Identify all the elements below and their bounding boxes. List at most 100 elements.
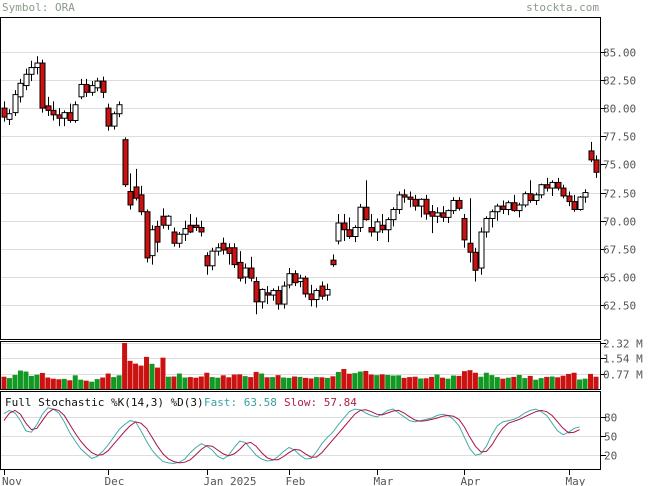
volume-bar — [450, 375, 456, 389]
candle-body — [313, 290, 320, 301]
candle — [264, 286, 271, 305]
volume-bar — [193, 377, 199, 389]
candle-body — [215, 247, 222, 252]
volume-bar — [94, 379, 100, 389]
volume-bar — [248, 377, 254, 389]
date-label: Apr — [461, 475, 481, 486]
candle — [17, 78, 24, 103]
candle — [313, 288, 320, 308]
candle-body — [237, 261, 244, 279]
candle-body — [511, 202, 518, 212]
candle — [472, 247, 479, 282]
candle-body — [483, 217, 490, 233]
volume-bar — [374, 375, 380, 389]
stochastic-fast-value: Fast: 63.58 — [204, 396, 277, 409]
candle — [467, 198, 474, 263]
candle-body — [330, 259, 337, 266]
volume-bar — [39, 372, 45, 389]
candle-body — [105, 107, 112, 127]
candle — [94, 77, 101, 92]
slow-number: 57.84 — [323, 396, 357, 409]
candle-body — [100, 80, 107, 93]
candle — [478, 227, 485, 275]
stochastic-tick-label: 80 — [604, 412, 617, 425]
candle-body — [588, 150, 595, 161]
volume-bar — [418, 378, 424, 389]
candle-body — [566, 195, 573, 203]
volume-bar — [28, 375, 34, 389]
volume-bar — [182, 377, 188, 389]
volume-bar — [209, 377, 215, 389]
candle-body — [89, 85, 96, 93]
candle-body — [450, 199, 457, 212]
volume-bar — [324, 377, 330, 389]
volume-bar — [313, 377, 319, 389]
candle-body — [248, 267, 255, 279]
candle — [39, 59, 46, 113]
candle — [538, 183, 545, 199]
candle — [445, 209, 452, 223]
volume-bar — [494, 377, 500, 389]
symbol-value: ORA — [54, 1, 75, 14]
volume-bar — [538, 378, 544, 389]
volume-bar — [500, 378, 506, 389]
volume-bar — [555, 377, 561, 389]
candle-body — [549, 181, 556, 189]
volume-bar — [390, 375, 396, 389]
candle-body — [67, 112, 74, 121]
candle — [105, 103, 112, 131]
candle-body — [45, 105, 52, 111]
candle-body — [363, 206, 370, 221]
candle-body — [385, 219, 392, 231]
volume-bar — [319, 377, 325, 389]
candle-body — [127, 190, 134, 206]
candle-body — [286, 273, 293, 286]
volume-bar — [456, 375, 462, 389]
candle-body — [302, 277, 309, 295]
candle — [50, 101, 57, 121]
candle-body — [12, 94, 19, 114]
candle — [165, 215, 172, 230]
candle — [23, 68, 30, 91]
volume-bar — [215, 377, 221, 389]
candle — [522, 191, 529, 208]
candle-body — [396, 194, 403, 210]
candle-body — [335, 222, 342, 242]
candle-body — [1, 107, 8, 118]
candle — [83, 78, 90, 97]
candle — [176, 232, 183, 248]
candle-body — [193, 224, 200, 228]
candle-body — [357, 206, 364, 228]
candle-body — [187, 224, 194, 233]
volume-bar — [242, 376, 248, 389]
candle — [368, 213, 375, 237]
volume-bar — [264, 377, 270, 389]
volume-bar — [593, 376, 599, 389]
candle-body — [401, 194, 408, 198]
candle-body — [538, 184, 545, 196]
site-name[interactable]: stockta.com — [526, 1, 599, 14]
candle-body — [379, 224, 386, 231]
price-tick-label: 82.50 — [603, 75, 636, 88]
stochastic-panel — [0, 391, 601, 470]
fast-number: 63.58 — [243, 396, 277, 409]
candle — [154, 220, 161, 253]
candle-body — [368, 226, 375, 233]
candle-body — [500, 205, 507, 210]
candle-body — [533, 194, 540, 201]
candle-body — [144, 211, 151, 259]
volume-bars — [1, 343, 599, 389]
candle-body — [17, 82, 24, 98]
candle-body — [198, 226, 205, 233]
volume-bar — [83, 380, 89, 389]
volume-gridlines — [1, 343, 600, 375]
volume-bar — [78, 379, 84, 389]
candle-body — [571, 201, 578, 210]
volume-bar — [396, 375, 402, 389]
volume-bar — [330, 376, 336, 389]
candle — [248, 256, 255, 282]
candle-body — [324, 288, 331, 296]
candle-body — [505, 202, 512, 210]
candle-body — [478, 231, 485, 269]
price-panel — [0, 17, 601, 340]
